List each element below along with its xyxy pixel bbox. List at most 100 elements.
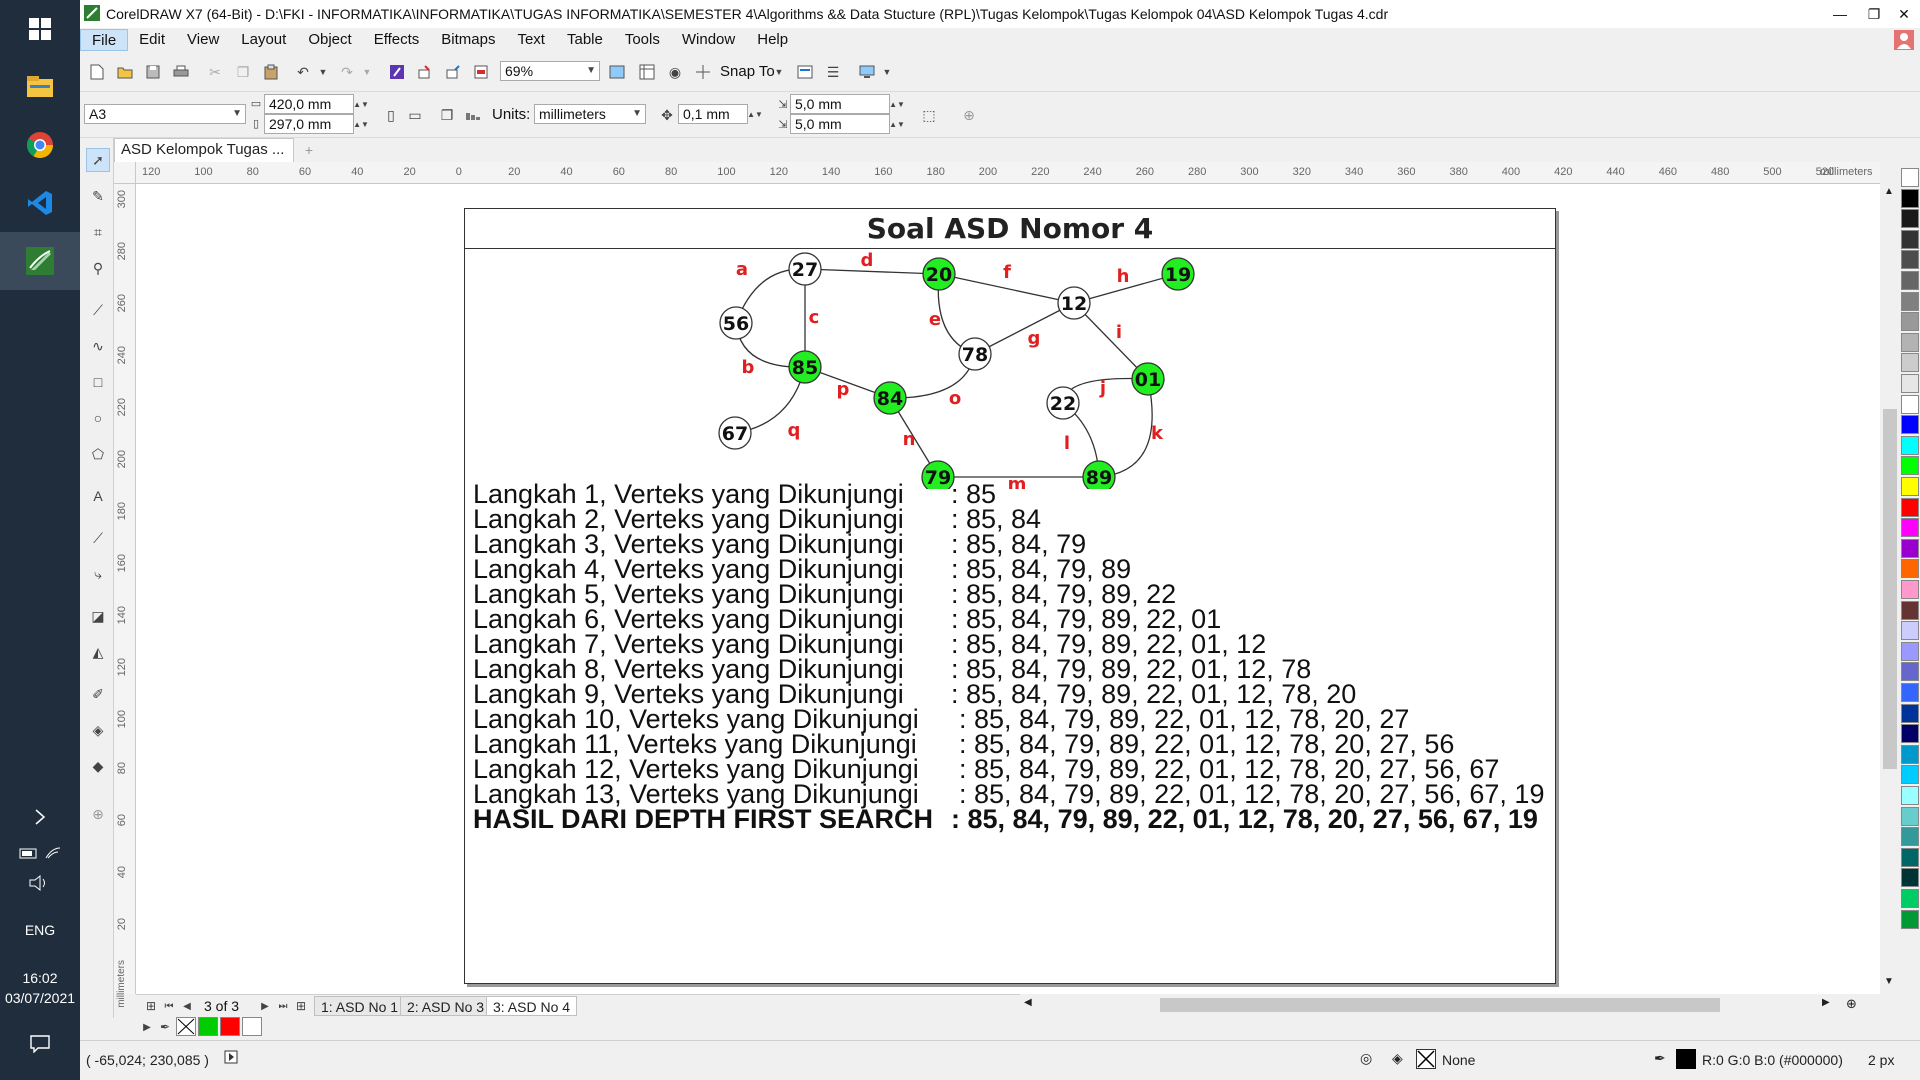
redo-icon[interactable]: ↷ [341,63,353,80]
duplicate-x-field[interactable]: 5,0 mm [790,94,890,114]
user-account-icon[interactable] [1894,30,1914,54]
drop-shadow-tool-icon[interactable]: ◪ [91,607,105,624]
treat-as-filled-icon[interactable]: ⬚ [922,106,936,123]
page-height-spin-icon[interactable]: ▲▼ [353,119,369,129]
palette-arrow-icon[interactable]: ▶ [143,1021,151,1033]
dimension-tool-icon[interactable]: ⟋ [93,529,103,546]
undo-icon[interactable]: ↶ [297,63,309,80]
drawing-canvas[interactable]: Soal ASD Nomor 4 a b c d e f g h i j k l m n o p q 27 20 19… [136,184,1880,994]
palette-swatch[interactable] [1901,415,1919,435]
vertical-scrollbar[interactable]: ▲ ▼ [1880,184,1900,994]
palette-swatch[interactable] [1901,374,1919,393]
palette-swatch[interactable] [1901,662,1919,682]
menu-effects[interactable]: Effects [373,31,420,48]
artistic-media-tool-icon[interactable]: ∿ [92,337,104,354]
palette-swatch[interactable] [1901,559,1919,579]
outline-color-swatch[interactable] [1676,1049,1696,1069]
palette-swatch[interactable] [1901,497,1919,517]
previous-page-icon[interactable]: ◀ [183,1000,191,1012]
color-eyedropper-tool-icon[interactable]: ✐ [92,685,104,702]
network-battery-icon[interactable] [0,838,80,868]
palette-swatch[interactable] [1901,229,1919,249]
document-tab[interactable]: ASD Kelompok Tugas ... [114,138,294,162]
paper-size-select[interactable]: A3 ▼ [84,104,246,124]
vertical-ruler[interactable]: 300 280 260 240 220 200 180 160 140 120 100 80 60 40 2… [114,184,136,1008]
application-launcher-icon[interactable]: ☰ [826,63,840,80]
fill-none-swatch[interactable] [1416,1049,1436,1069]
palette-swatch[interactable] [1901,456,1919,476]
palette-swatch[interactable] [1901,477,1919,496]
nudge-spin-icon[interactable]: ▲▼ [747,109,763,119]
page-width-spin-icon[interactable]: ▲▼ [353,99,369,109]
interactive-fill-tool-icon[interactable]: ◈ [92,721,104,738]
palette-swatch[interactable] [1901,724,1919,744]
page-height-field[interactable]: 297,0 mm [264,114,354,134]
chevron-right-icon[interactable] [0,800,80,834]
polygon-tool-icon[interactable]: ⬠ [91,445,105,462]
page-tab-2[interactable]: 2: ASD No 3 [400,996,492,1016]
scroll-down-icon[interactable]: ▼ [1884,976,1894,987]
cut-icon[interactable]: ✂ [209,63,221,80]
volume-icon[interactable] [0,868,80,898]
smart-fill-tool-icon[interactable]: ◆ [92,757,104,774]
palette-swatch[interactable] [1901,250,1919,270]
palette-swatch[interactable] [1901,765,1919,785]
palette-swatch[interactable] [1901,909,1919,929]
minimize-icon[interactable]: — [1833,6,1847,22]
nudge-distance-field[interactable]: 0,1 mm [678,104,748,124]
menu-edit[interactable]: Edit [139,31,166,48]
eyedropper-icon[interactable]: ✒ [159,1020,171,1034]
menu-file[interactable]: File [80,29,129,51]
search-content-icon[interactable] [386,61,408,83]
palette-swatch[interactable] [1901,271,1919,290]
file-explorer-icon[interactable] [0,58,80,116]
notification-icon[interactable] [0,1024,80,1064]
page-tab-1[interactable]: 1: ASD No 1 [314,996,406,1016]
menu-table[interactable]: Table [566,31,603,48]
page-tab-3[interactable]: 3: ASD No 4 [486,996,578,1016]
portrait-icon[interactable]: ▯ [387,106,395,123]
import-icon[interactable] [414,61,436,83]
palette-swatch[interactable] [1901,291,1919,311]
menu-window[interactable]: Window [681,31,736,48]
palette-swatch[interactable] [1901,188,1919,208]
language-indicator[interactable]: ENG [24,922,56,938]
pick-tool-icon[interactable]: ➚ [86,148,110,172]
duplicate-y-field[interactable]: 5,0 mm [790,114,890,134]
horizontal-scroll-thumb[interactable] [1160,998,1720,1012]
show-grid-icon[interactable]: ◉ [668,63,682,80]
palette-swatch[interactable] [1901,353,1919,373]
close-icon[interactable]: ✕ [1898,5,1910,22]
palette-swatch[interactable] [1901,847,1919,867]
scroll-right-icon[interactable]: ▶ [1822,997,1830,1008]
add-tool-icon[interactable]: ⊕ [92,805,104,822]
last-page-icon[interactable]: ⏭ [278,1000,288,1012]
color-proof-icon[interactable]: ◎ [1360,1050,1373,1066]
palette-swatch[interactable] [1901,435,1919,455]
zoom-tool-icon[interactable]: ⚲ [92,259,104,276]
crop-tool-icon[interactable]: ⌗ [94,223,102,240]
all-pages-icon[interactable]: ❐ [440,106,454,123]
current-page-icon[interactable] [462,104,484,126]
palette-swatch[interactable] [1901,806,1919,826]
page-width-field[interactable]: 420,0 mm [264,94,354,114]
landscape-icon[interactable]: ▭ [408,106,422,123]
open-folder-icon[interactable] [114,61,136,83]
palette-swatch[interactable] [1901,744,1919,764]
workspace-icon[interactable] [856,61,878,83]
horizontal-ruler[interactable]: 120 100 80 60 40 20 0 20 40 60 80 100 120 140 160 180 20… [136,162,1880,184]
ellipse-tool-icon[interactable]: ○ [93,410,103,426]
coreldraw-taskbar-icon[interactable] [0,232,80,290]
paste-icon[interactable] [260,61,282,83]
new-tab-icon[interactable]: + [304,142,314,158]
add-icon[interactable]: ⊕ [963,106,975,123]
rectangle-tool-icon[interactable]: □ [93,374,103,390]
menu-object[interactable]: Object [308,31,352,48]
palette-swatch[interactable] [1901,168,1919,187]
menu-layout[interactable]: Layout [241,31,287,48]
workspace-dropdown-icon[interactable]: ▼ [882,67,892,77]
scroll-left-icon[interactable]: ◀ [1024,997,1032,1008]
duplicate-y-spin-icon[interactable]: ▲▼ [889,119,905,129]
palette-swatch[interactable] [1901,786,1919,805]
vscode-icon[interactable] [0,174,80,232]
